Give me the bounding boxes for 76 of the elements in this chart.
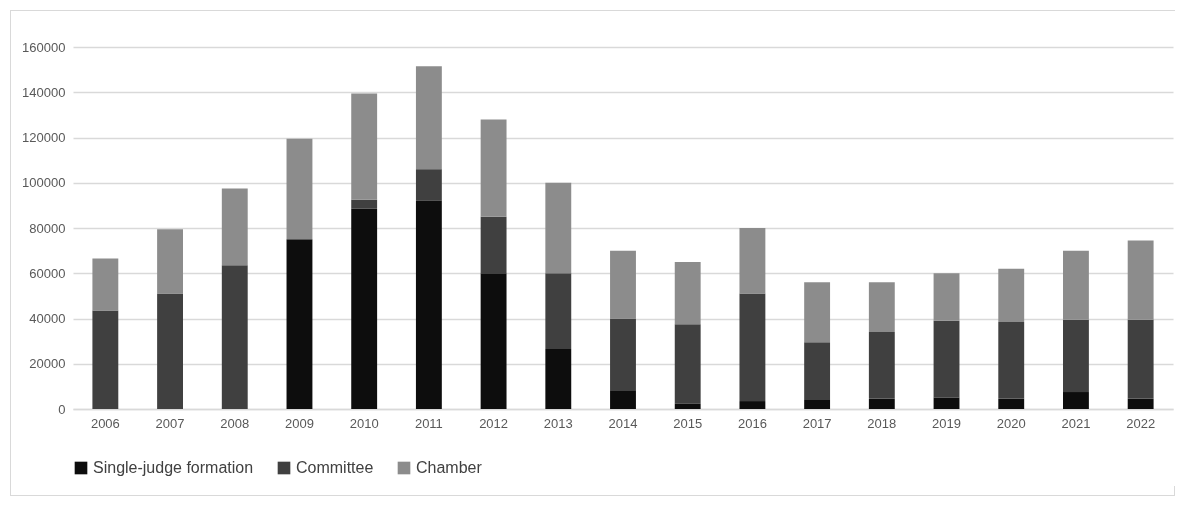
bar <box>610 318 636 391</box>
bar <box>480 216 507 274</box>
bar <box>739 401 766 409</box>
x-tick-label: 2020 <box>996 415 1026 431</box>
y-tick-label: 100000 <box>22 175 66 191</box>
bar <box>674 261 701 325</box>
bar <box>351 208 378 409</box>
bar <box>415 169 442 201</box>
x-tick-label: 2010 <box>349 415 379 431</box>
y-tick-label: 20000 <box>29 356 66 372</box>
bar <box>415 200 442 409</box>
bar <box>933 273 960 321</box>
bar <box>674 324 701 404</box>
x-tick-label: 2017 <box>802 415 832 431</box>
bar <box>1127 319 1154 399</box>
bar <box>998 321 1025 399</box>
x-tick-label: 2007 <box>155 415 185 431</box>
x-tick-label: 2006 <box>90 415 120 431</box>
bar <box>804 399 831 409</box>
x-tick-label: 2021 <box>1061 415 1091 431</box>
bar <box>610 390 636 409</box>
y-tick-label: 160000 <box>22 39 66 55</box>
bar <box>1127 398 1154 409</box>
y-tick-label: 140000 <box>22 84 66 100</box>
bar <box>221 265 248 409</box>
bar <box>92 310 119 409</box>
bar <box>674 403 701 409</box>
legend-label: Committee <box>296 459 374 476</box>
legend-label: Single-judge formation <box>93 459 254 476</box>
y-tick-label: 120000 <box>22 130 66 145</box>
y-tick-label: 80000 <box>29 220 66 236</box>
bar <box>739 293 766 402</box>
x-tick-label: 2011 <box>414 415 443 431</box>
y-tick-label: 60000 <box>29 265 66 281</box>
bar <box>157 229 183 294</box>
bar <box>804 282 831 343</box>
x-tick-label: 2012 <box>479 415 509 431</box>
x-tick-label: 2015 <box>673 415 703 431</box>
bar <box>1127 240 1154 320</box>
bar <box>157 293 183 409</box>
bar <box>804 342 831 400</box>
bar <box>868 332 895 399</box>
bar <box>92 258 119 311</box>
bar <box>221 188 248 266</box>
bar <box>998 268 1025 322</box>
x-tick-label: 2019 <box>932 415 961 431</box>
y-tick-label: 40000 <box>29 311 66 326</box>
bar <box>998 398 1025 409</box>
bar <box>933 397 960 409</box>
x-tick-label: 2016 <box>737 415 767 431</box>
x-tick-label: 2009 <box>285 415 314 431</box>
bar <box>286 138 313 240</box>
bar <box>1063 319 1089 393</box>
bar <box>868 282 895 333</box>
bar <box>545 349 572 409</box>
x-tick-label: 2022 <box>1126 415 1156 431</box>
bar <box>868 398 895 409</box>
bar <box>933 320 960 398</box>
bar <box>1063 392 1089 409</box>
x-tick-label: 2008 <box>220 415 250 431</box>
bar <box>415 66 442 170</box>
y-tick-label: 0 <box>58 401 66 417</box>
bar <box>480 273 507 409</box>
bar <box>545 273 572 350</box>
bar <box>351 93 378 200</box>
x-tick-label: 2018 <box>867 415 897 431</box>
bar <box>545 182 572 274</box>
bar <box>286 239 313 409</box>
bar <box>739 228 766 294</box>
x-tick-label: 2014 <box>608 415 638 431</box>
bar <box>351 199 378 209</box>
bar <box>480 119 507 217</box>
x-tick-label: 2013 <box>543 415 573 431</box>
bar <box>610 250 636 319</box>
legend-label: Chamber <box>416 459 483 476</box>
bar <box>1063 250 1089 320</box>
